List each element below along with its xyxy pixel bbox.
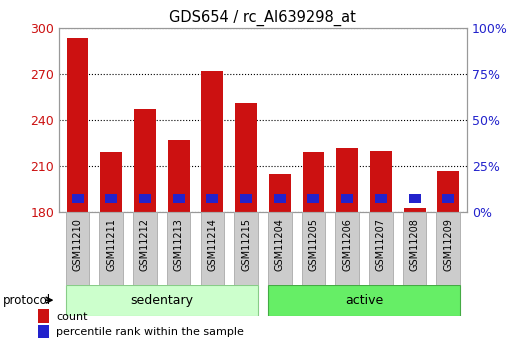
Text: active: active <box>345 294 383 307</box>
Text: GSM11205: GSM11205 <box>308 218 319 271</box>
Bar <box>206 194 219 203</box>
Text: GSM11210: GSM11210 <box>72 218 83 271</box>
Bar <box>404 208 426 212</box>
Bar <box>134 109 156 212</box>
Bar <box>268 285 460 316</box>
Bar <box>336 148 358 212</box>
Bar <box>235 103 257 212</box>
Bar <box>274 194 286 203</box>
Bar <box>139 194 151 203</box>
Bar <box>168 140 190 212</box>
Bar <box>66 285 258 316</box>
Text: GSM11207: GSM11207 <box>376 218 386 271</box>
Text: GSM11204: GSM11204 <box>275 218 285 271</box>
Bar <box>307 194 320 203</box>
Bar <box>369 212 392 285</box>
Bar <box>375 194 387 203</box>
Bar <box>133 212 157 285</box>
Bar <box>341 194 353 203</box>
Bar <box>66 212 89 285</box>
Bar <box>403 212 426 285</box>
Bar <box>437 212 460 285</box>
Text: protocol: protocol <box>3 294 51 307</box>
Bar <box>234 212 258 285</box>
Bar <box>67 38 88 212</box>
Bar <box>105 194 117 203</box>
Text: GSM11211: GSM11211 <box>106 218 116 271</box>
Bar <box>100 152 122 212</box>
Bar <box>172 194 185 203</box>
Bar <box>303 152 324 212</box>
Bar <box>201 212 224 285</box>
Text: GSM11215: GSM11215 <box>241 218 251 271</box>
Text: GSM11208: GSM11208 <box>409 218 420 271</box>
Text: GSM11212: GSM11212 <box>140 218 150 271</box>
Text: GSM11209: GSM11209 <box>443 218 453 271</box>
Text: GSM11213: GSM11213 <box>173 218 184 271</box>
Bar <box>438 171 459 212</box>
Bar <box>268 212 291 285</box>
Bar <box>442 194 455 203</box>
Bar <box>37 309 49 323</box>
Bar <box>202 71 223 212</box>
Bar <box>100 212 123 285</box>
Bar <box>71 194 84 203</box>
Text: GSM11206: GSM11206 <box>342 218 352 271</box>
Text: sedentary: sedentary <box>130 294 193 307</box>
Bar <box>269 174 291 212</box>
Text: GSM11214: GSM11214 <box>207 218 218 271</box>
Bar <box>370 151 392 212</box>
Bar <box>240 194 252 203</box>
Bar <box>336 212 359 285</box>
Text: percentile rank within the sample: percentile rank within the sample <box>56 327 244 337</box>
Text: count: count <box>56 312 87 322</box>
Bar <box>167 212 190 285</box>
Title: GDS654 / rc_AI639298_at: GDS654 / rc_AI639298_at <box>169 10 357 26</box>
Bar <box>302 212 325 285</box>
Bar <box>408 194 421 203</box>
Bar <box>37 325 49 338</box>
